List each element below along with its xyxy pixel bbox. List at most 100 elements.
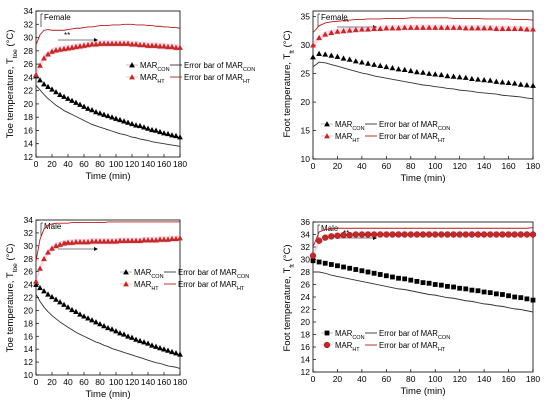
y-tick-label: 34 (301, 230, 311, 240)
data-point-con (93, 108, 99, 115)
data-point-con (129, 120, 135, 127)
x-tick-label: 140 (141, 159, 155, 169)
legend-label-main: MAR (134, 268, 152, 277)
data-point-con (105, 112, 111, 119)
y-tick-label: 12 (301, 367, 311, 377)
y-axis-label-unit: (°C) (282, 244, 293, 264)
y-tick-label: 12 (24, 357, 34, 367)
data-point-ht (141, 41, 147, 48)
y-tick-label: 16 (24, 331, 34, 341)
y-axis-label: Toe temperature, Ttoe (°C) (5, 244, 19, 353)
data-point-con (37, 284, 43, 291)
legend-label: MARHT (335, 341, 360, 353)
data-point-con (85, 105, 91, 111)
legend-label-sub: HT (438, 138, 446, 144)
data-point-ht (334, 232, 341, 239)
x-tick-label: 0 (34, 377, 39, 387)
data-point-con (173, 350, 179, 356)
data-point-con (408, 277, 414, 283)
data-point-con (101, 323, 107, 329)
data-point-ht (310, 42, 316, 48)
data-point-ht (73, 43, 79, 50)
data-point-ht (480, 231, 488, 238)
data-point-con (523, 82, 530, 88)
legend-label-main: MAR (140, 73, 158, 82)
data-point-ht (33, 71, 39, 78)
data-point-ht (33, 278, 39, 284)
y-tick-label: 18 (24, 318, 34, 328)
data-point-con (499, 79, 506, 85)
data-point-con (322, 51, 329, 57)
data-point-ht (73, 239, 79, 245)
x-tick-label: 80 (406, 374, 416, 384)
data-point-ht (125, 40, 131, 46)
data-point-ht (177, 235, 183, 241)
data-point-ht (444, 24, 451, 30)
data-point-con (173, 132, 179, 139)
data-point-ht (109, 40, 115, 46)
y-tick-label: 16 (24, 125, 34, 135)
data-point-ht (401, 231, 408, 238)
data-point-ht (499, 25, 506, 31)
data-point-con (401, 66, 408, 72)
data-point-ht (165, 43, 171, 50)
x-tick-label: 60 (382, 161, 392, 171)
data-point-ht (425, 231, 433, 238)
error-line-ht (312, 17, 534, 33)
data-point-con (444, 72, 451, 79)
legend-label: Error bar of MARCON (379, 120, 450, 132)
data-point-ht (419, 231, 427, 238)
data-point-ht (456, 24, 463, 30)
data-point-con (335, 263, 340, 269)
data-point-con (493, 78, 500, 84)
data-point-ht (49, 48, 55, 54)
data-point-con (125, 119, 131, 125)
data-point-ht (383, 25, 390, 31)
legend-label: MARHT (140, 73, 165, 85)
data-point-con (511, 80, 518, 86)
data-point-con (93, 319, 99, 325)
data-point-ht (145, 237, 151, 243)
data-point-con (341, 264, 346, 270)
legend-label-sub: CON (243, 67, 255, 73)
legend-label: Error bar of MARCON (178, 268, 249, 280)
data-point-ht (77, 239, 83, 245)
data-point-ht (137, 41, 143, 48)
data-point-ht (328, 233, 335, 240)
data-point-ht (85, 41, 91, 48)
data-point-con (530, 82, 536, 88)
significance-arrow-head (94, 247, 98, 251)
data-point-con (49, 293, 55, 300)
data-point-ht (61, 240, 67, 246)
legend-marker-con (324, 330, 330, 336)
y-axis-label: Foot temperature, Tft (°C) (282, 244, 296, 351)
data-point-con (157, 128, 163, 135)
y-tick-label: 14 (24, 139, 34, 149)
legend-label-main: Error bar of MAR (379, 341, 438, 350)
data-point-con (365, 60, 371, 66)
data-point-ht (462, 25, 469, 31)
data-point-ht (401, 24, 408, 30)
data-point-ht (169, 43, 175, 50)
y-axis-label-sub: toe (12, 49, 19, 58)
data-point-ht (45, 51, 51, 57)
data-point-con (352, 58, 359, 64)
data-point-ht (173, 235, 179, 242)
y-tick-label: 20 (301, 317, 311, 327)
legend-label: MARCON (134, 268, 164, 280)
data-point-con (45, 83, 51, 89)
data-point-con (347, 265, 353, 271)
data-point-ht (511, 25, 518, 31)
error-line-con (313, 271, 534, 313)
data-point-con (481, 76, 488, 83)
y-tick-label: 10 (24, 370, 34, 380)
y-tick-label: 12 (24, 152, 34, 162)
legend-label-main: MAR (134, 280, 152, 289)
data-point-ht (444, 231, 451, 238)
data-point-con (438, 282, 444, 288)
data-point-con (322, 260, 328, 266)
y-tick-label: 28 (301, 267, 311, 277)
